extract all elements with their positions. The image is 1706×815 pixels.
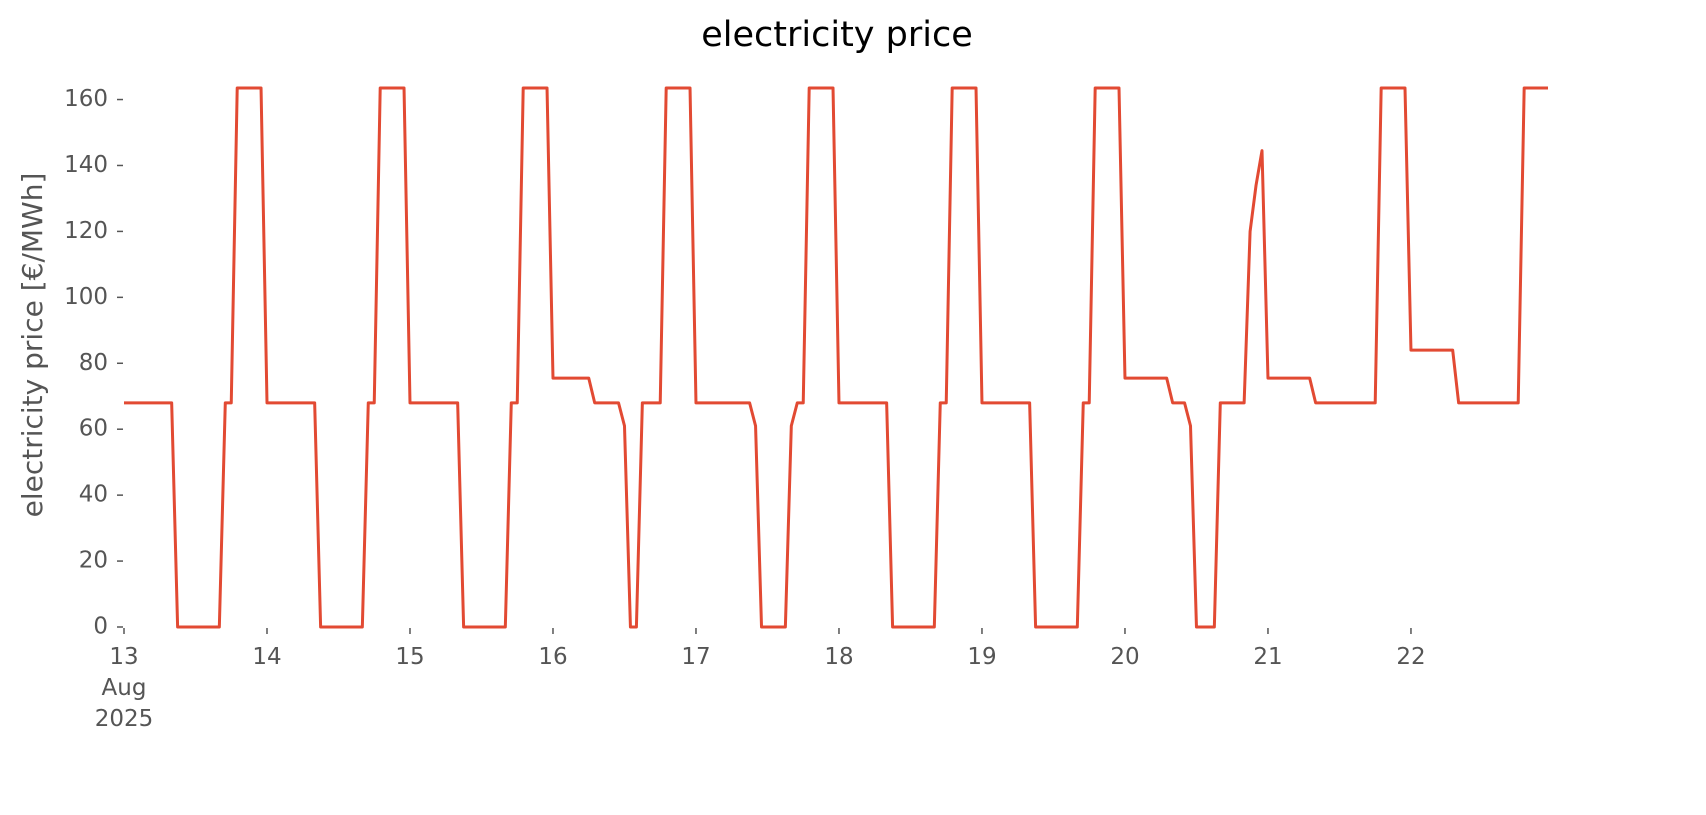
x-tick-label: 20 <box>1110 644 1139 670</box>
y-tick-label: 120 <box>64 218 108 244</box>
x-tick-label: 16 <box>538 644 567 670</box>
y-tick-label: 20 <box>79 548 108 574</box>
x-tick-label: 17 <box>681 644 710 670</box>
y-tick-label: 100 <box>64 284 108 310</box>
x-tick-label: 15 <box>395 644 424 670</box>
chart-title: electricity price <box>701 15 973 55</box>
x-tick-label: 21 <box>1253 644 1282 670</box>
y-tick-label: 80 <box>79 350 108 376</box>
y-tick-label: 40 <box>79 482 108 508</box>
x-tick-label: 13 Aug 2025 <box>95 644 154 732</box>
y-tick-label: 60 <box>79 416 108 442</box>
y-tick-label: 0 <box>93 614 108 640</box>
x-tick-label: 22 <box>1396 644 1425 670</box>
x-tick-label: 19 <box>967 644 996 670</box>
x-tick-label: 14 <box>252 644 281 670</box>
x-tick-label: 18 <box>824 644 853 670</box>
y-tick-label: 140 <box>64 152 108 178</box>
price-line <box>124 86 1548 629</box>
y-tick-label: 160 <box>64 86 108 112</box>
y-axis-label: electricity price [€/MWh] <box>16 173 49 518</box>
